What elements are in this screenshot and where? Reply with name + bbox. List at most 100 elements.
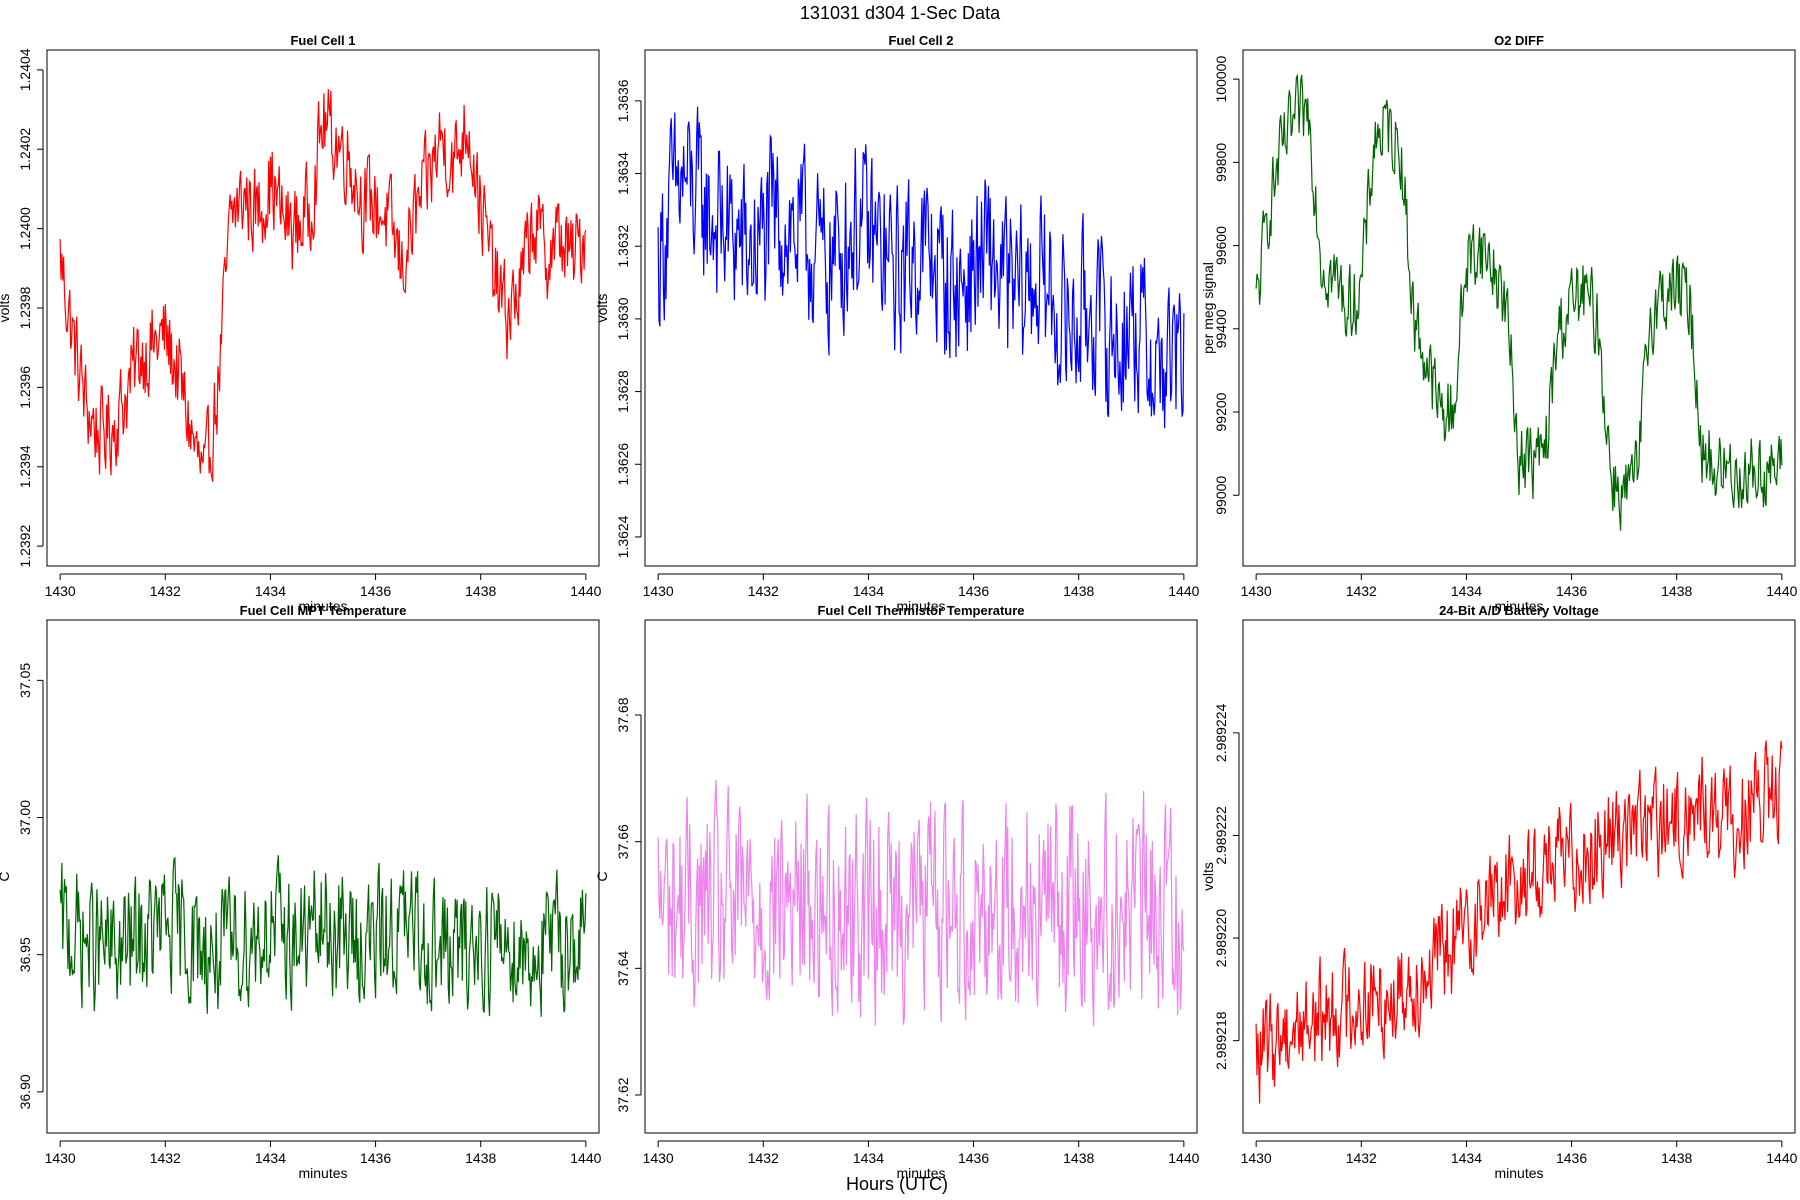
x-tick-label: 1434 [853,583,884,599]
y-tick-label: 1.3624 [615,515,631,558]
y-tick-label: 1.2398 [17,286,33,329]
x-tick-label: 1436 [958,1150,989,1166]
x-tick-label: 1430 [45,1150,76,1166]
y-tick-label: 1.2394 [17,445,33,488]
plot-frame [46,49,600,567]
y-tick-label: 99800 [1213,143,1229,182]
x-tick-label: 1436 [360,583,391,599]
x-tick-label: 1436 [1556,1150,1587,1166]
panel-title: Fuel Cell MPT Temperature [240,603,407,618]
y-axis-label: volts [594,294,610,323]
y-tick-label: 36.95 [17,937,33,972]
x-tick-label: 1430 [1241,583,1272,599]
x-tick-label: 1438 [1063,583,1094,599]
y-tick-label: 1.3634 [615,152,631,195]
x-tick-label: 1434 [255,583,286,599]
x-tick-label: 1434 [853,1150,884,1166]
x-tick-label: 1438 [1661,583,1692,599]
y-tick-label: 2.989218 [1213,1011,1229,1070]
x-tick-label: 1432 [748,1150,779,1166]
y-tick-label: 2.989224 [1213,703,1229,762]
panel-3: O2 DIFF 1430 1432 1434 1436 1438 1440 minutes 99… [1200,33,1798,614]
panel-title: Fuel Cell 1 [290,33,355,48]
panel-title: Fuel Cell 2 [888,33,953,48]
x-tick-label: 1432 [1346,583,1377,599]
x-axis-label: minutes [298,598,347,614]
y-tick-label: 1.2392 [17,525,33,568]
y-tick-label: 2.989222 [1213,806,1229,865]
x-tick-label: 1440 [1766,583,1797,599]
x-tick-label: 1438 [465,583,496,599]
y-tick-label: 37.66 [615,824,631,859]
y-axis-label: volts [0,294,12,323]
x-tick-label: 1440 [1766,1150,1797,1166]
panel-5: Fuel Cell Thermistor Temperature 1430 1432… [594,603,1200,1181]
x-tick-label: 1436 [360,1150,391,1166]
x-axis-label: minutes [298,1165,347,1181]
y-tick-label: 36.90 [17,1074,33,1109]
series-line [59,855,587,1017]
x-tick-label: 1430 [643,583,674,599]
y-tick-label: 37.62 [615,1077,631,1112]
y-axis-label: per meg signal [1200,262,1216,354]
series-line [657,106,1185,429]
y-tick-label: 37.68 [615,697,631,732]
plot-frame [1242,619,1796,1134]
x-tick-label: 1440 [1168,583,1199,599]
plot-frame [644,619,1198,1134]
x-tick-label: 1436 [958,583,989,599]
panel-1: Fuel Cell 1 1430 1432 1434 1436 1438 1440 minut… [0,33,602,614]
y-axis-label: volts [1200,862,1216,891]
y-tick-label: 2.989220 [1213,909,1229,968]
y-tick-label: 1.2404 [17,48,33,91]
x-tick-label: 1432 [1346,1150,1377,1166]
outer-x-axis-label: Hours (UTC) [846,1174,948,1194]
y-tick-label: 37.64 [615,951,631,986]
y-tick-label: 1.2402 [17,128,33,171]
y-tick-label: 37.00 [17,800,33,835]
x-tick-label: 1432 [748,583,779,599]
y-tick-label: 37.05 [17,663,33,698]
y-axis-label: C [0,871,12,881]
x-tick-label: 1440 [570,1150,601,1166]
panels: Fuel Cell 1 1430 1432 1434 1436 1438 1440 minut… [0,33,1798,1181]
panel-title: Fuel Cell Thermistor Temperature [817,603,1024,618]
series-line [657,779,1185,1026]
panel-title: O2 DIFF [1494,33,1544,48]
y-tick-label: 1.2400 [17,207,33,250]
x-tick-label: 1434 [255,1150,286,1166]
series-line [59,89,587,482]
x-tick-label: 1436 [1556,583,1587,599]
y-tick-label: 99400 [1213,309,1229,348]
panel-4: Fuel Cell MPT Temperature 1430 1432 1434 143… [0,603,602,1181]
x-axis-label: minutes [896,1165,945,1181]
panel-2: Fuel Cell 2 1430 1432 1434 1436 1438 1440 minut… [594,33,1200,614]
x-tick-label: 1434 [1451,583,1482,599]
x-tick-label: 1434 [1451,1150,1482,1166]
plot-frame [644,49,1198,567]
y-tick-label: 99600 [1213,226,1229,265]
y-tick-label: 1.3632 [615,225,631,268]
y-tick-label: 1.3636 [615,79,631,122]
x-tick-label: 1440 [1168,1150,1199,1166]
y-tick-label: 1.3630 [615,297,631,340]
series-line [1255,73,1783,531]
x-tick-label: 1440 [570,583,601,599]
y-tick-label: 1.3626 [615,443,631,486]
y-tick-label: 99200 [1213,392,1229,431]
x-tick-label: 1430 [45,583,76,599]
plot-frame [46,619,600,1134]
panel-6: 24-Bit A/D Battery Voltage 1430 1432 1434 14… [1200,603,1798,1181]
x-axis-label: minutes [896,598,945,614]
plot-frame [1242,49,1796,567]
y-axis-label: C [594,871,610,881]
y-tick-label: 100000 [1213,56,1229,103]
figure-title: 131031 d304 1-Sec Data [800,3,1001,23]
series-line [1255,740,1783,1104]
y-tick-label: 1.2396 [17,366,33,409]
y-tick-label: 99000 [1213,476,1229,515]
panel-title: 24-Bit A/D Battery Voltage [1439,603,1599,618]
x-tick-label: 1438 [1661,1150,1692,1166]
x-tick-label: 1438 [1063,1150,1094,1166]
